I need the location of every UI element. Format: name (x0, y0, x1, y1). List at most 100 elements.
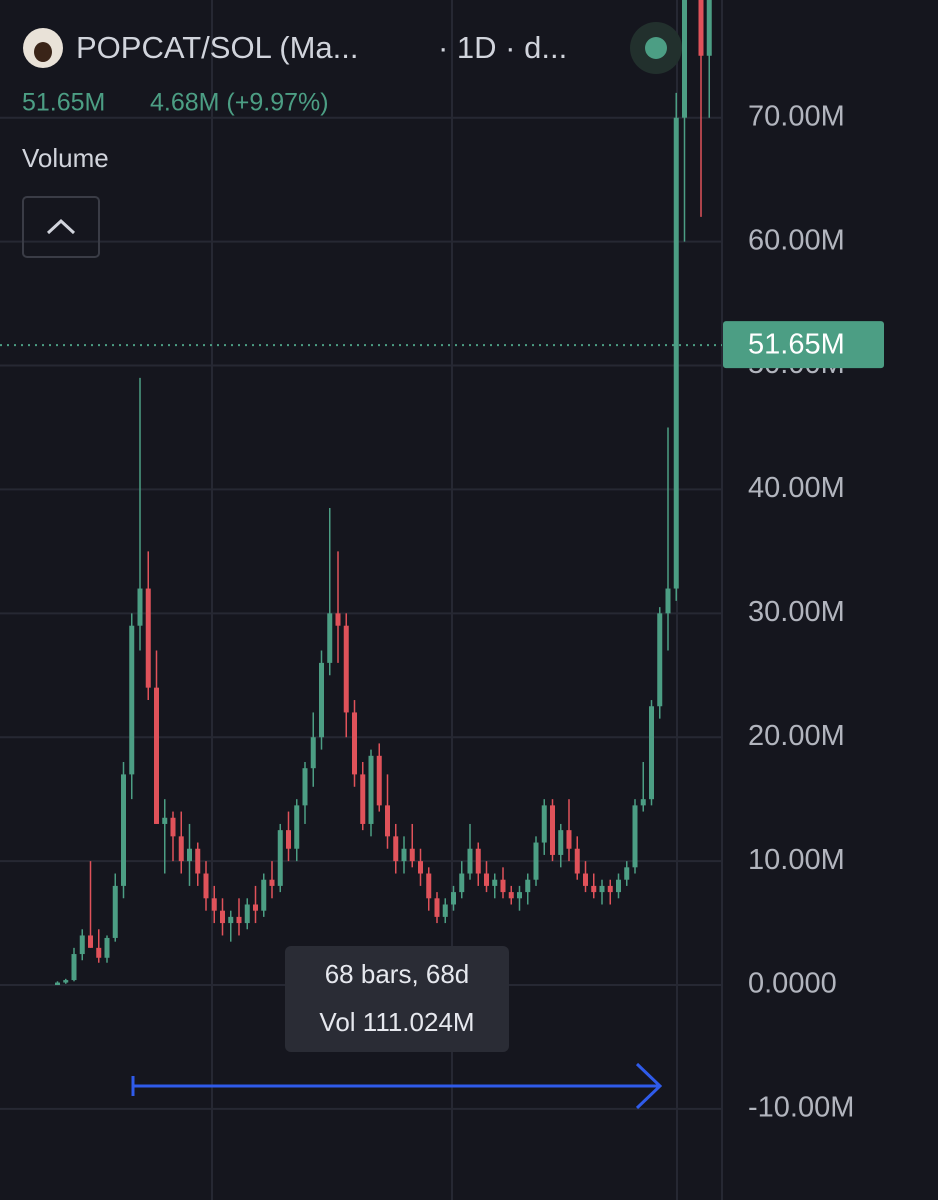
candle-body (616, 879, 621, 893)
candle-body (583, 873, 588, 886)
candle-body (517, 892, 522, 899)
candle-body (154, 687, 159, 824)
candle-body (228, 916, 234, 924)
candle-body (401, 848, 407, 862)
candle-body (632, 805, 638, 868)
candle-body (244, 904, 250, 924)
y-tick-label: 20.00M (748, 720, 845, 752)
candles (55, 0, 712, 986)
last-price-text: 51.65M (748, 329, 845, 361)
symbol: POPCAT/SOL (Ma... (76, 30, 359, 65)
candle-body (599, 885, 605, 893)
y-tick-label: 70.00M (748, 100, 845, 132)
candle-body (302, 768, 308, 806)
candle-body (55, 982, 60, 986)
candle-body (286, 830, 291, 849)
candle-body (319, 662, 324, 738)
candle-body (665, 588, 671, 614)
candle-body (484, 873, 489, 886)
status-dot (645, 37, 667, 59)
last-price-box (723, 321, 884, 369)
candle-body (459, 873, 465, 893)
candle-body (467, 848, 473, 874)
candle-body (327, 613, 333, 663)
last-value: 51.65M (22, 89, 105, 117)
candle-body (104, 937, 110, 958)
candle-body (79, 935, 85, 955)
candle-body (277, 830, 283, 886)
y-tick-label: 40.00M (748, 472, 845, 504)
candle-body (682, 0, 687, 118)
candle-body (574, 848, 580, 874)
candle-body (203, 873, 209, 899)
indicator-name: Volume (22, 143, 109, 173)
candle-body (624, 867, 630, 880)
candle-body (343, 625, 349, 713)
candle-body (640, 799, 646, 806)
candle-body (129, 625, 135, 775)
interval: · 1D · d... (438, 30, 567, 65)
candle-body (178, 836, 184, 862)
y-tick-label: 0.0000 (748, 968, 837, 1000)
candle-body (112, 885, 118, 938)
candle-body (541, 805, 547, 843)
candle-body (525, 879, 531, 893)
y-tick-label: 30.00M (748, 596, 845, 628)
candle-body (500, 879, 506, 893)
candle-body (170, 817, 176, 837)
candle-body (220, 910, 225, 924)
candle-body (409, 848, 415, 862)
change: 4.68M (+9.97%) (150, 89, 329, 117)
candle-body (492, 879, 498, 886)
candle-body (533, 842, 539, 880)
candle-body (236, 916, 242, 924)
symbol-icon-mouth (34, 42, 52, 62)
candle-body (607, 885, 613, 893)
candle-body (63, 980, 69, 983)
candle-body (360, 774, 366, 824)
candle-body (269, 879, 275, 886)
candle-body (253, 904, 258, 911)
candle-body (162, 817, 168, 824)
candle-body (335, 613, 341, 626)
candle-body (96, 947, 102, 958)
candle-body (310, 737, 316, 769)
candle-body (137, 588, 143, 626)
candle-body (426, 873, 432, 899)
candle-body (187, 848, 192, 862)
candle-body (442, 904, 448, 917)
candle-body (566, 830, 572, 849)
candle-body (88, 935, 93, 948)
candle-body (211, 898, 217, 911)
candle-body (475, 848, 481, 874)
candle-body (393, 836, 399, 862)
candle-body (706, 0, 712, 56)
measure-bars: 68 bars, 68d (325, 959, 470, 989)
candle-body (558, 830, 564, 855)
candle-body (71, 954, 77, 981)
last-price-label: 51.65M (723, 321, 884, 369)
candle-body (261, 879, 267, 911)
candle-body (418, 861, 423, 874)
candle-body (673, 117, 679, 589)
candle-body (376, 755, 382, 806)
y-tick-label: 60.00M (748, 224, 845, 256)
candle-body (294, 805, 300, 849)
y-tick-label: 10.00M (748, 844, 845, 876)
candle-body (451, 892, 456, 905)
candle-body (649, 706, 654, 800)
candle-body (195, 848, 201, 874)
candle-body (657, 613, 663, 707)
chevron-up (46, 218, 76, 235)
collapse-button[interactable] (22, 196, 100, 258)
candle-body (145, 588, 151, 688)
y-tick-label: -10.00M (748, 1092, 854, 1124)
candle-body (121, 774, 126, 886)
candle-body (368, 755, 374, 824)
candle-body (385, 805, 390, 837)
candle-body (698, 0, 704, 56)
measure-arrowhead (635, 1062, 663, 1110)
candle-body (434, 898, 440, 917)
candle-body (352, 712, 357, 775)
